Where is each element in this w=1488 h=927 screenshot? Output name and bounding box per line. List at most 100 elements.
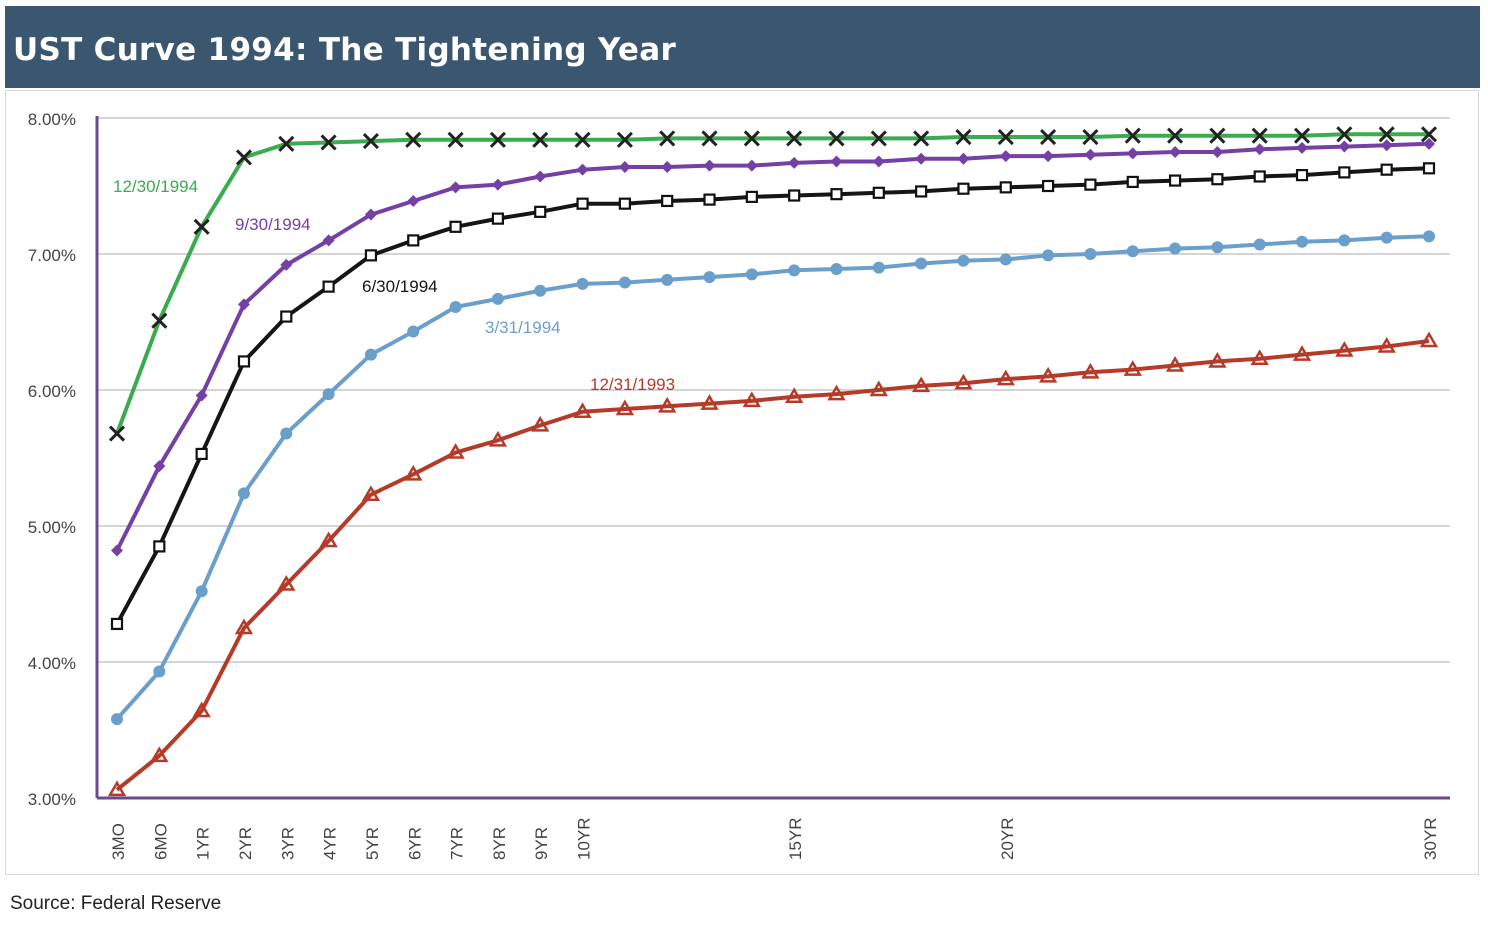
- source-note: Source: Federal Reserve: [10, 893, 222, 914]
- data-point-x: [1293, 127, 1311, 144]
- data-point-diamond: [534, 170, 547, 183]
- data-point-diamond: [1126, 147, 1139, 160]
- data-point-circle: [1042, 249, 1055, 262]
- data-point-triangle: [1335, 341, 1354, 357]
- series-line: [115, 132, 1429, 435]
- data-point-x: [235, 149, 253, 166]
- data-point-circle: [237, 487, 250, 500]
- series-line: [115, 234, 1430, 721]
- data-point-square: [957, 182, 970, 195]
- data-point-square: [1380, 163, 1393, 176]
- data-point-circle: [703, 271, 716, 284]
- data-point-diamond: [449, 181, 462, 194]
- x-tick-label: 6YR: [405, 827, 424, 860]
- data-point-diamond: [1338, 140, 1351, 153]
- series-label: 6/30/1994: [362, 277, 438, 296]
- data-point-diamond: [1253, 143, 1266, 156]
- data-point-triangle: [573, 402, 592, 419]
- data-point-circle: [449, 301, 462, 314]
- data-point-square: [999, 181, 1012, 194]
- data-point-diamond: [1084, 148, 1097, 161]
- data-point-triangle: [404, 464, 423, 481]
- data-point-circle: [745, 268, 758, 281]
- x-tick-label: 20YR: [998, 817, 1017, 860]
- y-tick-label: 5.00%: [28, 518, 76, 537]
- data-point-diamond: [745, 159, 758, 172]
- data-point-circle: [576, 277, 589, 290]
- data-point-circle: [195, 585, 208, 598]
- data-point-triangle: [996, 369, 1015, 386]
- data-point-x: [1124, 127, 1141, 144]
- x-tick-label: 1YR: [194, 827, 213, 860]
- data-point-square: [195, 447, 208, 461]
- data-point-square: [1041, 179, 1055, 193]
- data-point-square: [830, 188, 843, 201]
- data-point-x: [108, 425, 126, 442]
- data-point-x: [828, 130, 845, 147]
- data-point-triangle: [277, 574, 296, 591]
- data-point-square: [110, 617, 124, 631]
- data-point-diamond: [111, 544, 123, 557]
- data-point-x: [1378, 126, 1395, 143]
- data-point-circle: [957, 254, 970, 267]
- data-point-diamond: [999, 150, 1012, 163]
- data-point-circle: [661, 273, 674, 286]
- data-point-triangle: [658, 396, 677, 413]
- data-point-diamond: [322, 234, 335, 247]
- x-tick-label: 2YR: [236, 827, 255, 860]
- series-label: 12/30/1994: [113, 177, 198, 196]
- data-point-x: [701, 130, 718, 147]
- data-point-x: [1420, 126, 1438, 143]
- data-point-x: [870, 130, 887, 147]
- data-point-square: [364, 249, 378, 262]
- data-point-square: [491, 212, 505, 225]
- data-point-square: [1168, 174, 1182, 187]
- data-point-x: [1040, 128, 1057, 146]
- x-tick-label: 15YR: [786, 817, 805, 860]
- data-point-circle: [1380, 231, 1393, 244]
- data-point-diamond: [153, 460, 166, 473]
- x-tick-label: 3YR: [278, 827, 297, 860]
- data-point-circle: [1423, 230, 1435, 243]
- data-point-circle: [322, 388, 335, 401]
- data-point-triangle: [1038, 366, 1058, 383]
- data-point-circle: [618, 276, 631, 289]
- series-label: 3/31/1994: [485, 318, 561, 337]
- data-point-diamond: [1380, 139, 1393, 152]
- data-point-diamond: [1423, 137, 1435, 150]
- data-point-square: [703, 193, 716, 206]
- data-point-x: [278, 135, 295, 152]
- data-point-x: [786, 130, 803, 147]
- data-point-x: [574, 131, 591, 148]
- data-point-x: [659, 130, 676, 147]
- data-point-x: [955, 128, 972, 146]
- data-point-triangle: [1419, 331, 1439, 348]
- data-point-diamond: [830, 155, 843, 168]
- data-point-square: [153, 540, 166, 553]
- data-point-square: [1422, 162, 1436, 175]
- data-point-circle: [407, 325, 420, 338]
- data-point-x: [1166, 127, 1184, 144]
- data-point-x: [447, 131, 464, 148]
- series-line: [115, 141, 1430, 552]
- data-point-diamond: [576, 163, 589, 176]
- data-point-square: [1126, 175, 1139, 189]
- x-tick-label: 8YR: [490, 827, 509, 860]
- data-point-diamond: [195, 389, 208, 402]
- data-point-diamond: [915, 152, 928, 165]
- data-point-diamond: [872, 155, 885, 168]
- x-tick-label: 30YR: [1421, 817, 1440, 860]
- data-point-triangle: [615, 399, 635, 416]
- data-point-square: [407, 234, 420, 247]
- data-point-triangle: [488, 430, 508, 447]
- data-point-circle: [915, 257, 928, 270]
- data-point-square: [915, 185, 928, 198]
- data-point-circle: [1253, 238, 1266, 251]
- data-point-diamond: [491, 178, 504, 191]
- y-tick-label: 7.00%: [28, 246, 76, 265]
- data-point-square: [745, 190, 758, 203]
- data-point-circle: [280, 427, 293, 440]
- data-point-square: [661, 194, 674, 208]
- data-point-circle: [788, 264, 801, 277]
- data-point-triangle: [234, 618, 254, 635]
